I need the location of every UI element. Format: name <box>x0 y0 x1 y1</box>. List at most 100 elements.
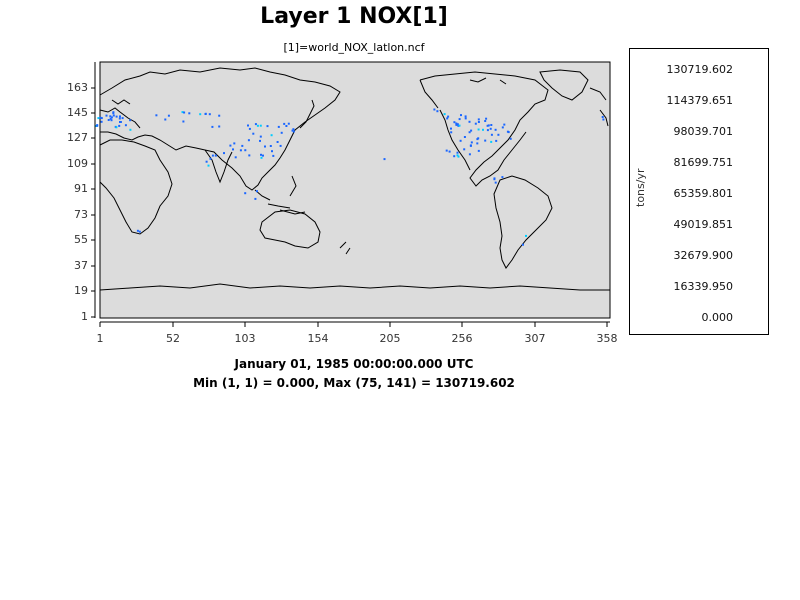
emission-cell <box>501 176 504 179</box>
emission-cell <box>218 114 221 117</box>
emission-cell <box>124 124 127 127</box>
emission-cell <box>470 141 473 144</box>
emission-cell <box>474 122 477 125</box>
legend-value-label: 0.000 <box>701 311 734 324</box>
emission-cell <box>167 114 170 117</box>
europe-detail <box>99 99 141 129</box>
emission-cell <box>446 117 449 120</box>
emission-cell <box>209 157 212 160</box>
emission-cell <box>468 131 471 134</box>
emission-cell <box>433 108 436 111</box>
emission-cell <box>455 123 458 126</box>
y-tick-label: 145 <box>67 106 88 119</box>
emission-cell <box>601 116 604 118</box>
emission-cell <box>458 118 461 121</box>
emission-cell <box>247 139 250 142</box>
emission-cell <box>453 121 456 124</box>
emission-cell <box>129 119 132 122</box>
emission-cell <box>96 124 99 127</box>
y-tick-label: 55 <box>74 233 88 246</box>
emission-cell <box>188 112 191 115</box>
x-tick-label: 103 <box>234 332 256 345</box>
emission-cell <box>97 117 100 120</box>
india-coastline <box>204 149 233 184</box>
legend-value-label: 32679.900 <box>673 249 734 262</box>
emission-cell <box>256 190 258 193</box>
emission-cell <box>110 119 113 122</box>
emission-cell <box>214 154 217 157</box>
emission-cell <box>271 150 273 153</box>
y-tick-label: 91 <box>74 182 88 195</box>
emission-cell <box>182 120 185 123</box>
emission-cell <box>183 111 186 114</box>
emission-cell <box>118 117 121 120</box>
emission-cell <box>477 118 480 121</box>
emission-cell <box>490 133 493 136</box>
emission-cell <box>244 192 247 195</box>
emission-cell <box>107 119 110 121</box>
se-asia-islands <box>254 175 306 215</box>
emission-cell <box>269 145 272 147</box>
emission-cell <box>276 141 279 143</box>
emission-cell <box>448 150 451 153</box>
emission-cell <box>477 149 480 152</box>
emission-cell <box>464 117 467 120</box>
emission-cell <box>494 181 497 184</box>
emission-cell <box>259 135 262 138</box>
emission-cell <box>270 134 273 137</box>
emission-cell <box>463 148 466 151</box>
x-tick-marks <box>99 322 608 327</box>
emission-cell <box>509 137 512 140</box>
emission-cell <box>239 149 242 152</box>
emission-cell <box>110 116 113 119</box>
emission-cell <box>100 117 103 120</box>
x-tick-label: 1 <box>96 332 104 345</box>
emission-cell <box>207 164 210 167</box>
plot-title: Layer 1 NOX[1] <box>260 4 448 29</box>
emission-cell <box>105 114 108 117</box>
emission-cell <box>109 115 112 118</box>
emission-cell <box>264 145 266 148</box>
emission-cell <box>503 123 506 126</box>
new-zealand <box>339 241 351 255</box>
emission-cell <box>262 154 264 157</box>
emission-cell <box>436 110 439 113</box>
emission-cell <box>129 128 132 131</box>
emission-cell <box>486 129 489 132</box>
legend-value-label: 114379.651 <box>666 94 733 107</box>
emission-cell <box>204 113 207 115</box>
y-tick-label: 1 <box>81 310 88 323</box>
legend-value-label: 65359.801 <box>673 187 734 200</box>
emission-cell <box>383 158 386 161</box>
emission-cell <box>445 149 448 152</box>
emission-cell <box>247 124 249 127</box>
emission-cell <box>457 124 460 127</box>
africa-coastline <box>99 139 173 235</box>
emission-cell <box>506 130 509 133</box>
emission-cell <box>138 230 141 233</box>
emission-cell <box>469 144 472 147</box>
emission-cell <box>109 117 112 120</box>
emission-cell <box>121 117 124 120</box>
emission-cell <box>485 117 488 120</box>
emission-cell <box>218 125 221 128</box>
legend-value-label: 16339.950 <box>673 280 734 293</box>
australia-coastline <box>259 209 321 249</box>
x-tick-label: 256 <box>451 332 473 345</box>
emission-cell <box>602 118 605 121</box>
emission-cell <box>232 148 234 151</box>
south-america-coastline <box>493 175 553 269</box>
legend-panel <box>629 48 769 335</box>
emission-cell <box>199 113 202 116</box>
y-tick-marks <box>91 87 95 318</box>
plot-subtitle: [1]=world_NOX_latlon.ncf <box>283 41 425 54</box>
emission-cell <box>234 156 237 159</box>
north-america-coastline <box>419 71 549 187</box>
emission-cell <box>211 125 214 128</box>
emission-cell <box>450 131 453 134</box>
emission-cell <box>280 131 283 134</box>
emission-cell <box>455 122 458 125</box>
emission-cell <box>252 132 255 135</box>
japan-coastline <box>299 99 315 129</box>
emission-points <box>95 108 605 246</box>
